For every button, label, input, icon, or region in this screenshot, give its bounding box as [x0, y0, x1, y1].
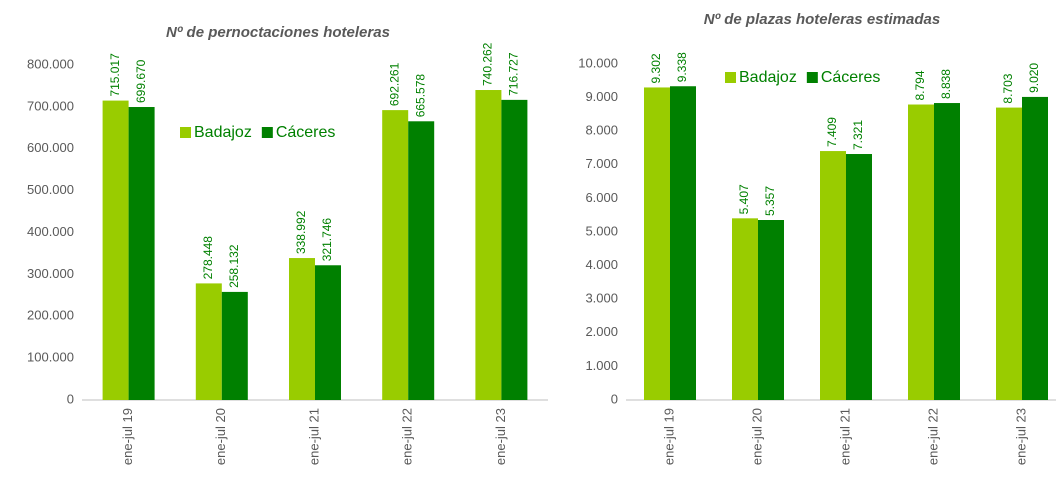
y-tick-label: 700.000 — [27, 98, 74, 113]
value-label: 699.670 — [134, 59, 148, 103]
value-label: 321.746 — [320, 218, 334, 262]
y-tick-label: 1.000 — [585, 358, 618, 373]
value-label: 7.409 — [825, 117, 839, 147]
bar — [315, 265, 341, 400]
legend-swatch — [180, 127, 191, 138]
x-tick-label: ene-jul 19 — [661, 408, 676, 465]
bar — [846, 154, 872, 400]
bar — [996, 107, 1022, 401]
x-tick-label: ene-jul 20 — [749, 408, 764, 465]
bar — [820, 151, 846, 400]
y-tick-label: 200.000 — [27, 308, 74, 323]
x-tick-label: ene-jul 23 — [1013, 408, 1028, 465]
y-tick-label: 6.000 — [585, 190, 618, 205]
bar — [670, 86, 696, 401]
y-tick-label: 300.000 — [27, 266, 74, 281]
y-tick-label: 2.000 — [585, 324, 618, 339]
y-tick-label: 400.000 — [27, 224, 74, 239]
bar — [908, 104, 934, 400]
value-label: 740.262 — [481, 42, 495, 86]
y-tick-label: 10.000 — [578, 55, 618, 70]
value-label: 5.407 — [737, 184, 751, 214]
legend-label: Cáceres — [821, 69, 881, 86]
value-label: 7.321 — [851, 120, 865, 150]
y-tick-label: 8.000 — [585, 123, 618, 138]
value-label: 692.261 — [387, 62, 401, 106]
bar — [128, 107, 155, 401]
y-tick-label: 800.000 — [27, 56, 74, 71]
value-label: 9.020 — [1027, 63, 1041, 93]
y-tick-label: 500.000 — [27, 182, 74, 197]
value-label: 278.448 — [201, 236, 215, 280]
x-tick-label: ene-jul 20 — [213, 408, 228, 465]
value-label: 665.578 — [413, 74, 427, 118]
legend-swatch — [806, 72, 818, 83]
bar — [221, 291, 248, 400]
legend-label: Badajoz — [194, 124, 252, 141]
bar — [1022, 96, 1048, 400]
y-tick-label: 0 — [67, 391, 74, 406]
value-label: 258.132 — [227, 244, 241, 288]
value-label: 8.838 — [939, 69, 953, 99]
y-tick-label: 7.000 — [585, 156, 618, 171]
x-tick-label: ene-jul 21 — [837, 408, 852, 465]
x-tick-label: ene-jul 23 — [493, 408, 508, 465]
y-tick-label: 600.000 — [27, 140, 74, 155]
x-tick-label: ene-jul 19 — [120, 408, 135, 465]
chart-title: Nº de pernoctaciones hoteleras — [166, 24, 390, 41]
legend-swatch — [725, 72, 736, 83]
value-label: 8.794 — [913, 70, 927, 100]
legend-label: Badajoz — [739, 69, 797, 86]
bar — [408, 121, 435, 400]
value-label: 716.727 — [507, 52, 521, 96]
value-label: 9.338 — [675, 52, 689, 82]
chart-title: Nº de plazas hoteleras estimadas — [704, 11, 940, 28]
y-tick-label: 4.000 — [585, 257, 618, 272]
value-label: 8.703 — [1001, 73, 1015, 103]
value-label: 715.017 — [108, 53, 122, 97]
y-tick-label: 3.000 — [585, 291, 618, 306]
bar — [934, 103, 960, 400]
value-label: 338.992 — [294, 210, 308, 254]
bar — [501, 99, 528, 400]
y-tick-label: 0 — [611, 391, 618, 406]
bar — [289, 258, 315, 400]
bar — [644, 87, 670, 401]
x-tick-label: ene-jul 22 — [400, 408, 415, 465]
value-label: 5.357 — [763, 186, 777, 216]
x-tick-label: ene-jul 22 — [925, 408, 940, 465]
y-tick-label: 9.000 — [585, 89, 618, 104]
legend-swatch — [261, 127, 273, 138]
bar — [382, 110, 409, 400]
bar — [732, 218, 758, 400]
bar — [195, 283, 222, 400]
bar — [475, 90, 502, 400]
y-tick-label: 5.000 — [585, 223, 618, 238]
x-tick-label: ene-jul 21 — [306, 408, 321, 465]
bar — [102, 100, 129, 400]
y-tick-label: 100.000 — [27, 350, 74, 365]
bar — [758, 220, 784, 400]
legend-label: Cáceres — [276, 124, 336, 141]
value-label: 9.302 — [649, 53, 663, 83]
